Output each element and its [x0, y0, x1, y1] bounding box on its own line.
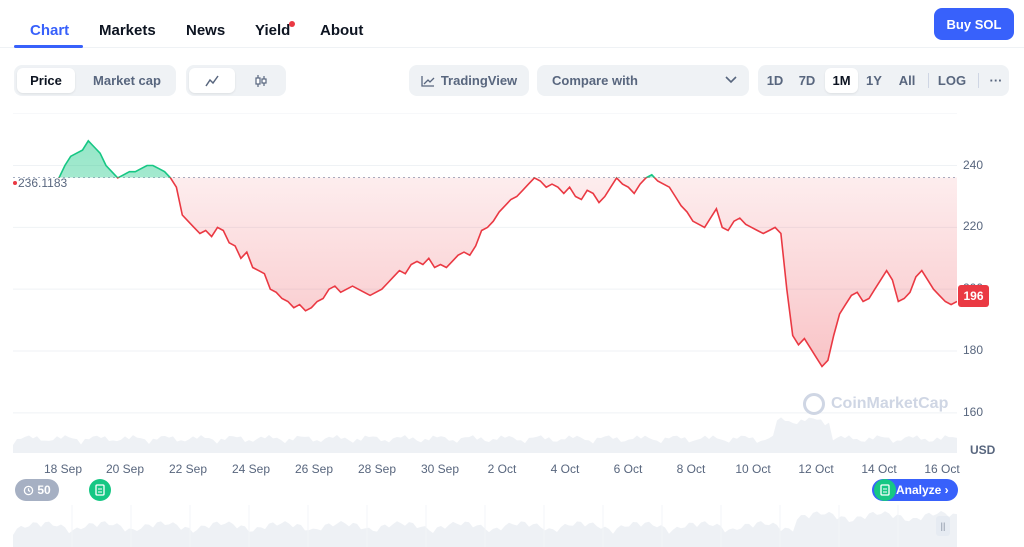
y-tick-label: 240 [963, 157, 984, 172]
tab-news[interactable]: News [186, 22, 226, 39]
tab-chart[interactable]: Chart [30, 22, 70, 39]
volume-area [13, 417, 957, 453]
x-tick-label: 14 Oct [861, 462, 897, 476]
x-tick-label: 30 Sep [420, 462, 460, 476]
x-tick-label: 22 Sep [168, 462, 208, 476]
range-selector: 1D 7D 1M 1Y All LOG ··· [758, 65, 1009, 96]
tab-yield[interactable]: Yield [255, 22, 291, 39]
buy-sol-button[interactable]: Buy SOL [934, 8, 1014, 40]
more-options-button[interactable]: ··· [989, 73, 1003, 88]
range-1y-button[interactable]: 1Y [866, 73, 882, 88]
chart-type-toggle [186, 65, 286, 96]
currency-label: USD [970, 443, 996, 457]
candlestick-icon[interactable] [238, 68, 284, 93]
tradingview-label: TradingView [440, 73, 518, 88]
x-tick-label: 28 Sep [357, 462, 397, 476]
yield-notification-dot [289, 21, 295, 27]
x-tick-label: 12 Oct [798, 462, 834, 476]
news-count-label: 50 [37, 483, 51, 497]
y-tick-label: 180 [963, 343, 984, 357]
reference-price-label: 236.1183 [18, 176, 68, 190]
x-tick-label: 2 Oct [487, 462, 517, 476]
range-all-button[interactable]: All [898, 73, 916, 88]
range-7d-button[interactable]: 7D [798, 73, 816, 88]
news-document-icon[interactable] [89, 479, 111, 501]
compare-with-label: Compare with [552, 73, 638, 88]
navigator-handle[interactable]: || [936, 516, 950, 536]
range-navigator[interactable] [13, 505, 957, 547]
tradingview-icon [421, 75, 435, 87]
x-tick-label: 10 Oct [735, 462, 771, 476]
metric-toggle: Price Market cap [14, 65, 176, 96]
market-cap-toggle-button[interactable]: Market cap [93, 73, 161, 88]
price-area-above-baseline [59, 140, 957, 178]
price-chart[interactable] [13, 113, 957, 453]
log-scale-button[interactable]: LOG [937, 73, 967, 88]
range-1m-button[interactable]: 1M [825, 68, 858, 93]
y-tick-label: 220 [963, 219, 984, 234]
x-tick-label: 6 Oct [613, 462, 643, 476]
current-price-tag: 196 [958, 285, 989, 307]
range-1d-button[interactable]: 1D [766, 73, 784, 88]
analysis-document-icon[interactable] [874, 479, 896, 501]
chevron-down-icon [725, 76, 737, 84]
x-tick-label: 20 Sep [105, 462, 145, 476]
coinmarketcap-logo-icon [803, 393, 825, 415]
x-tick-label: 8 Oct [676, 462, 706, 476]
x-tick-label: 18 Sep [43, 462, 83, 476]
divider [928, 73, 929, 88]
news-count-badge[interactable]: 50 [15, 479, 59, 501]
x-tick-label: 26 Sep [294, 462, 334, 476]
tradingview-button[interactable]: TradingView [409, 65, 529, 96]
price-line-down [58, 177, 957, 368]
price-toggle-button[interactable]: Price [17, 68, 75, 93]
x-tick-label: 24 Sep [231, 462, 271, 476]
tab-bar: Chart Markets News Yield About [0, 0, 1024, 48]
history-icon [24, 485, 34, 495]
reference-price-marker [13, 181, 17, 185]
tab-markets[interactable]: Markets [99, 22, 156, 39]
y-tick-label: 160 [963, 404, 984, 419]
divider [978, 73, 979, 88]
watermark-text: CoinMarketCap [831, 395, 949, 412]
x-tick-label: 4 Oct [550, 462, 580, 476]
coinmarketcap-watermark: CoinMarketCap [803, 393, 948, 415]
compare-with-select[interactable]: Compare with [537, 65, 749, 96]
price-area-below-baseline [59, 177, 957, 367]
active-tab-indicator [14, 45, 83, 48]
x-tick-label: 16 Oct [924, 462, 960, 476]
tab-about[interactable]: About [320, 22, 364, 39]
line-chart-icon[interactable] [189, 68, 235, 93]
